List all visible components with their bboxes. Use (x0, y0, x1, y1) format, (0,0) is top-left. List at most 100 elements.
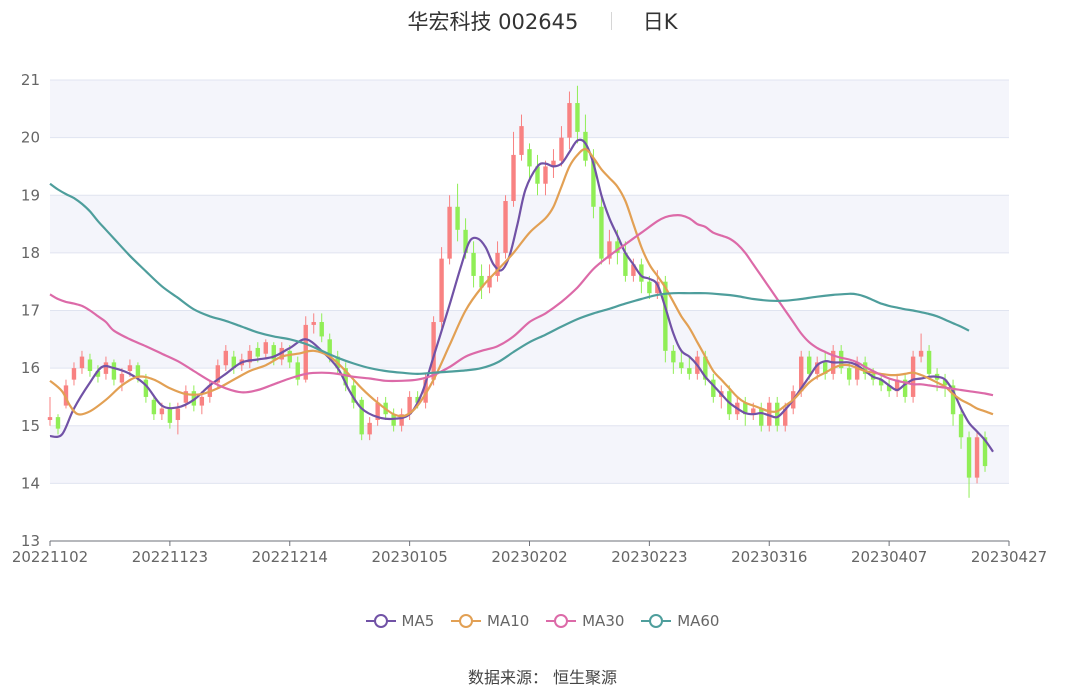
y-tick-label: 19 (21, 186, 40, 204)
x-axis: 20221102 20221123 20221214 20230105 20230202… (12, 540, 1047, 566)
candle-body (639, 264, 644, 282)
candle-body (191, 391, 197, 406)
candle-body (599, 206, 604, 259)
candle-body (918, 350, 924, 357)
grid-band (50, 195, 1009, 253)
candle-body (247, 350, 252, 363)
candle-body (479, 275, 484, 288)
candle-body (343, 368, 348, 386)
legend-item-ma30[interactable]: MA30 (546, 612, 624, 630)
candle-body (255, 347, 260, 357)
legend-ring-ma5 (373, 614, 388, 628)
candle-body (95, 371, 101, 377)
x-tick-label: 20221123 (132, 548, 208, 566)
x-tick-label: 20230427 (971, 548, 1047, 566)
candle-body (687, 368, 692, 374)
candle-body (974, 437, 980, 478)
candle-body (439, 258, 444, 323)
candle-body (175, 408, 181, 420)
legend-item-ma10[interactable]: MA10 (451, 612, 529, 630)
x-tick-label: 20221102 (12, 548, 88, 566)
chart-title-sub: 日K (642, 10, 678, 34)
candle-body (966, 437, 972, 478)
legend-item-ma60[interactable]: MA60 (641, 612, 719, 630)
legend-symbol-ma30 (546, 614, 577, 628)
candle-body (455, 206, 460, 230)
candle-body (751, 408, 756, 415)
candle-body (783, 408, 788, 426)
legend-symbol-ma10 (451, 614, 482, 628)
chart-title: 华宏科技 002645 日K (0, 6, 1085, 36)
candle-body (711, 379, 716, 397)
grid-band (50, 80, 1009, 138)
candle-body (263, 342, 268, 354)
candle-body (950, 385, 956, 415)
candle-body (743, 402, 748, 415)
candle-body (591, 160, 596, 207)
candle-body (271, 345, 276, 360)
candle-body (822, 362, 828, 374)
candle-body (79, 356, 85, 369)
data-source-label: 数据来源： (467, 668, 548, 687)
legend-symbol-ma5 (365, 614, 396, 628)
legend-ring-ma30 (554, 614, 569, 628)
x-tick-label: 20230223 (611, 548, 687, 566)
y-tick-label: 14 (21, 474, 40, 492)
grid-band (50, 425, 1009, 484)
legend-item-ma5[interactable]: MA5 (365, 612, 434, 630)
candle-body (902, 379, 908, 397)
ma-line-ma5 (49, 138, 994, 453)
x-tick-label: 20230316 (731, 548, 807, 566)
candle-body (511, 154, 516, 202)
legend-label-ma10: MA10 (487, 612, 530, 630)
x-tick-label: 20230407 (851, 548, 927, 566)
candle-body (119, 373, 125, 383)
candle-body (111, 362, 117, 380)
legend: MA5 MA10 MA30 MA60 (0, 612, 1085, 632)
candle-body (359, 399, 364, 435)
ma-line-ma10 (49, 147, 994, 418)
candle-body (527, 149, 532, 167)
data-source: 数据来源： 恒生聚源 (0, 664, 1085, 688)
candle-body (846, 368, 852, 380)
candle-body (287, 350, 292, 363)
candle-body (127, 365, 133, 372)
candle-body (615, 241, 620, 253)
candle-body (982, 437, 988, 467)
candle-body (671, 350, 676, 363)
x-tick-label: 20230105 (371, 548, 447, 566)
candle-body (167, 408, 173, 423)
ma-line-ma60 (49, 182, 970, 375)
candle-body (767, 402, 772, 426)
candles (47, 85, 988, 498)
candle-body (543, 166, 548, 184)
candle-body (471, 252, 476, 276)
candle-body (399, 414, 404, 426)
candle-body (759, 408, 764, 426)
candle-body (351, 385, 356, 403)
candle-body (703, 356, 708, 380)
x-tick-label: 20230202 (491, 548, 567, 566)
candle-body (415, 396, 420, 403)
candle-body (135, 365, 141, 377)
legend-label-ma60: MA60 (677, 612, 720, 630)
y-tick-label: 20 (21, 129, 40, 147)
candle-body (159, 408, 165, 415)
candle-body (815, 362, 820, 374)
candle-body (407, 396, 412, 415)
candle-body (495, 252, 500, 276)
candle-body (679, 362, 684, 369)
candle-body (894, 379, 900, 392)
y-tick-label: 18 (21, 244, 40, 262)
y-tick-label: 17 (21, 302, 40, 320)
candle-body (942, 379, 948, 386)
legend-ring-ma60 (649, 614, 664, 628)
y-tick-label: 15 (21, 417, 40, 435)
candle-body (63, 385, 69, 406)
candle-body (551, 160, 556, 167)
candle-body (183, 391, 189, 403)
candle-body (319, 322, 324, 337)
candle-body (958, 414, 964, 438)
